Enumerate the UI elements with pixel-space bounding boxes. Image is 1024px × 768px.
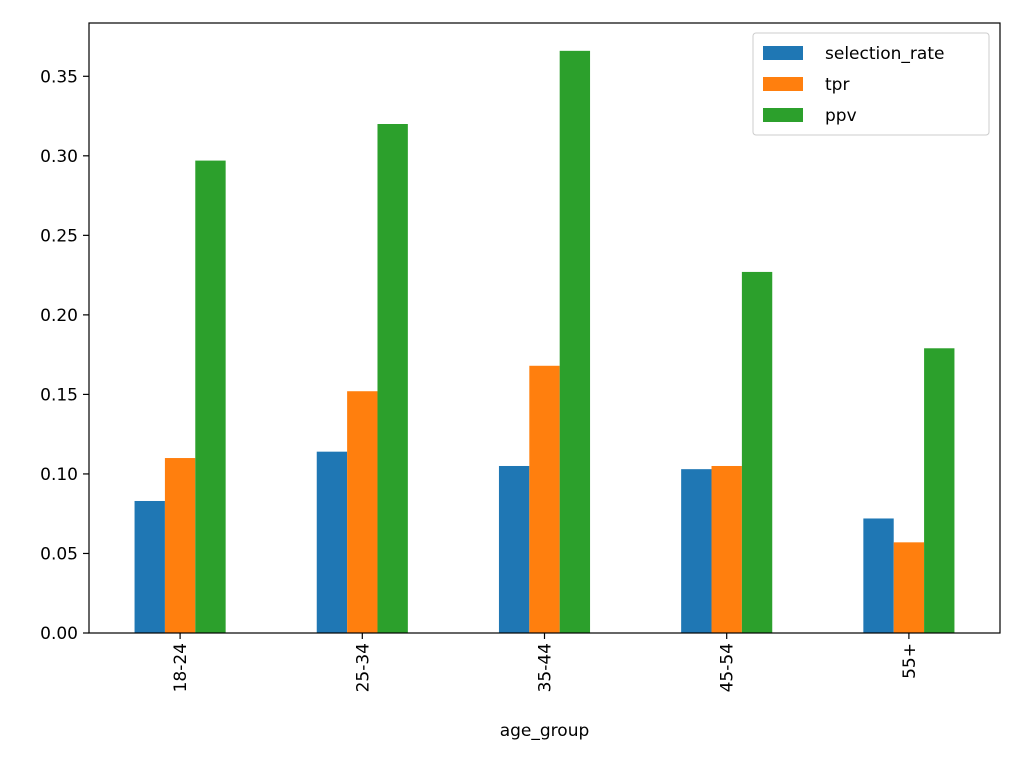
- x-tick-label: 25-34: [353, 643, 373, 692]
- legend-label-tpr: tpr: [825, 75, 849, 95]
- y-tick-label: 0.15: [40, 385, 78, 405]
- bar-tpr-55+: [893, 542, 925, 633]
- x-axis: 18-24 25-34 35-44 45-54 55+: [171, 633, 920, 692]
- bar-selection_rate-25-34: [316, 451, 348, 633]
- y-axis: 0.00 0.05 0.10 0.15 0.20 0.25 0.30 0.35: [40, 67, 89, 644]
- legend-swatch-selection_rate: [763, 46, 803, 60]
- legend-label-selection_rate: selection_rate: [825, 44, 944, 64]
- x-tick-label: 35-44: [536, 643, 556, 692]
- bar-tpr-45-54: [711, 465, 742, 633]
- bar-tpr-25-34: [347, 391, 378, 633]
- y-tick-label: 0.35: [40, 67, 78, 87]
- x-tick-label: 55+: [900, 643, 920, 679]
- y-tick-label: 0.25: [40, 226, 78, 246]
- x-axis-title: age_group: [500, 721, 590, 741]
- bar-tpr-35-44: [529, 365, 560, 633]
- y-tick-label: 0.05: [40, 544, 78, 564]
- legend-box: [752, 32, 990, 136]
- bar-selection_rate-45-54: [681, 469, 712, 633]
- y-tick-label: 0.20: [40, 306, 78, 326]
- bar-selection_rate-35-44: [498, 465, 530, 633]
- bar-tpr-18-24: [164, 458, 196, 633]
- bar-ppv-35-44: [559, 50, 591, 634]
- bar-ppv-45-54: [741, 271, 773, 633]
- legend-swatch-tpr: [763, 77, 803, 91]
- legend-label-ppv: ppv: [825, 106, 857, 126]
- bar-ppv-18-24: [195, 160, 226, 633]
- bar-selection_rate-55+: [863, 518, 894, 633]
- x-tick-label: 18-24: [171, 643, 191, 692]
- bar-selection_rate-18-24: [134, 500, 165, 633]
- legend-swatch-ppv: [763, 108, 803, 122]
- y-tick-label: 0.10: [40, 465, 78, 485]
- bars: [134, 50, 955, 634]
- bar-ppv-25-34: [377, 124, 408, 634]
- x-tick-label: 45-54: [718, 643, 738, 692]
- bar-ppv-55+: [924, 348, 955, 633]
- y-tick-label: 0.30: [40, 147, 78, 167]
- y-tick-label: 0.00: [40, 624, 78, 644]
